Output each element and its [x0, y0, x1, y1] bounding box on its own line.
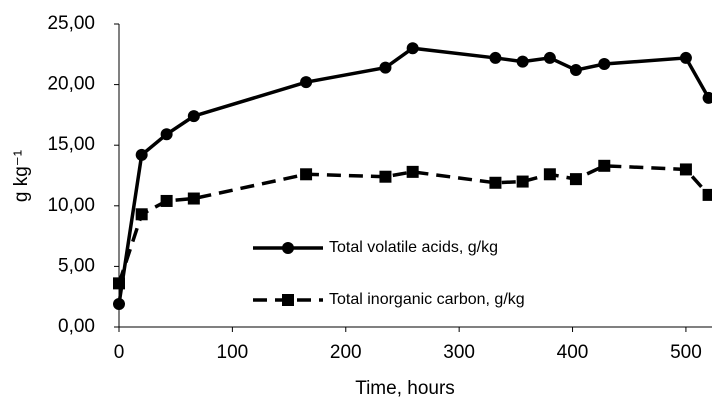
data-point [160, 128, 173, 141]
x-tick-label: 0 [114, 342, 125, 363]
y-tick-label: 5,00 [58, 255, 95, 276]
data-point [187, 110, 200, 123]
data-point [569, 64, 582, 77]
data-point [702, 188, 712, 201]
legend-marker [282, 242, 294, 254]
data-point [489, 51, 502, 64]
x-tick-label: 500 [670, 342, 702, 363]
data-point [598, 57, 611, 70]
data-point [516, 175, 529, 188]
x-tick-label: 100 [217, 342, 249, 363]
data-point [187, 192, 200, 205]
data-point [569, 173, 582, 186]
legend-label: Total volatile acids, g/kg [329, 239, 498, 256]
data-point [135, 148, 148, 161]
data-point [406, 165, 419, 178]
legend-label: Total inorganic carbon, g/kg [329, 291, 525, 308]
data-point [300, 168, 313, 181]
y-axis-label: g kg⁻¹ [11, 150, 32, 202]
x-tick-label: 200 [330, 342, 362, 363]
data-point [113, 277, 125, 290]
data-point [543, 51, 556, 64]
data-point [598, 159, 611, 172]
x-tick-label: 300 [443, 342, 475, 363]
data-point [160, 194, 173, 207]
data-point [679, 51, 692, 64]
y-tick-label: 20,00 [47, 74, 95, 95]
y-tick-label: 10,00 [47, 195, 95, 216]
data-point [702, 91, 712, 104]
y-tick-label: 15,00 [47, 134, 95, 155]
x-axis-label: Time, hours [355, 378, 455, 399]
data-point [379, 170, 392, 183]
data-point [135, 208, 148, 221]
series-line [117, 164, 710, 284]
data-point [516, 55, 529, 68]
data-point [113, 297, 125, 310]
y-tick-label: 25,00 [47, 13, 95, 34]
y-tick-label: 0,00 [58, 316, 95, 337]
data-point [543, 168, 556, 181]
data-point [489, 176, 502, 189]
data-point [679, 163, 692, 176]
data-point [406, 42, 419, 55]
data-point [300, 76, 313, 89]
x-tick-label: 400 [557, 342, 589, 363]
legend-marker [282, 294, 294, 306]
data-point [379, 61, 392, 74]
